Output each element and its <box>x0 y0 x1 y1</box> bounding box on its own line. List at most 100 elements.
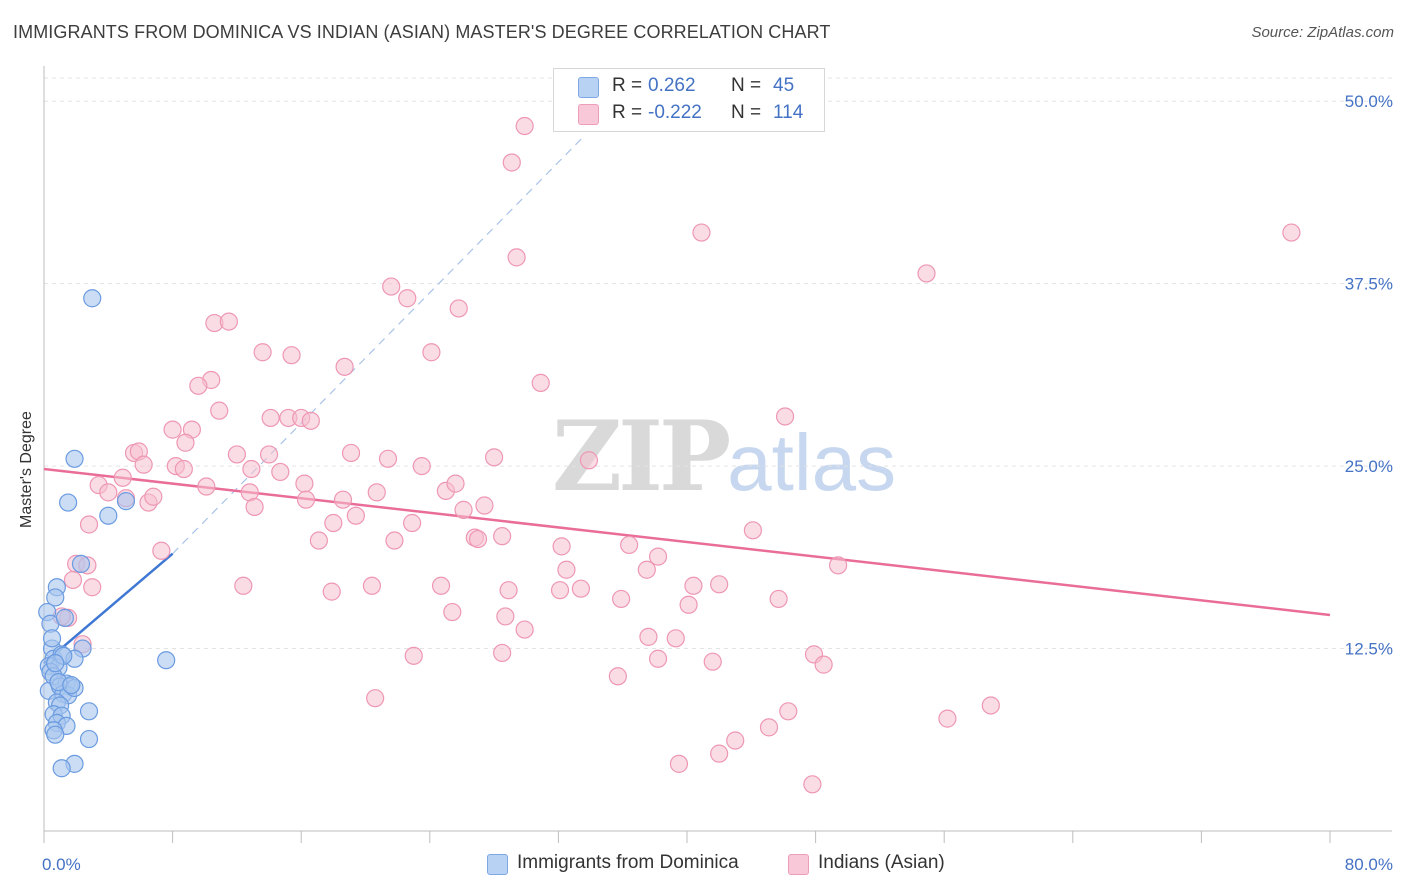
data-point-indians <box>710 575 729 594</box>
legend-swatch-pink <box>578 104 599 125</box>
data-point-indians <box>422 343 441 362</box>
legend-n-value: 45 <box>773 75 795 96</box>
data-point-indians <box>475 496 494 515</box>
data-point-indians <box>468 529 488 549</box>
data-point-dominica <box>62 675 81 695</box>
data-point-indians <box>639 627 658 646</box>
data-point-indians <box>301 411 320 430</box>
x-tick-label: 80.0% <box>1345 855 1393 874</box>
bottom-legend-label: Indians (Asian) <box>818 852 945 873</box>
data-point-indians <box>692 223 711 242</box>
data-point-indians <box>362 576 382 595</box>
trend-line-indians <box>43 467 1331 617</box>
data-point-indians <box>367 483 386 502</box>
data-point-indians <box>295 474 314 493</box>
series-immigrants-dominica <box>38 289 176 778</box>
bottom-legend-swatch-pink <box>788 854 809 875</box>
legend-n-label: N = <box>731 102 762 123</box>
bottom-legend-label: Immigrants from Dominica <box>517 852 739 873</box>
data-point-indians <box>309 531 328 550</box>
data-point-indians <box>385 531 404 550</box>
data-point-indians <box>499 581 518 600</box>
data-point-indians <box>219 312 238 331</box>
data-point-indians <box>557 560 576 579</box>
data-point-indians <box>515 620 534 639</box>
data-point-indians <box>282 346 301 365</box>
data-point-indians <box>775 407 795 426</box>
data-point-indians <box>271 462 290 482</box>
legend-r-label: R = <box>612 102 643 123</box>
data-point-indians <box>608 667 627 686</box>
data-point-dominica <box>46 725 65 744</box>
data-point-indians <box>502 153 521 172</box>
data-point-indians <box>443 602 462 622</box>
data-point-indians <box>398 289 417 308</box>
legend-n-value: 114 <box>773 102 804 123</box>
data-point-indians <box>637 560 656 579</box>
data-point-indians <box>79 515 99 534</box>
data-point-indians <box>346 506 365 525</box>
data-point-indians <box>507 248 526 267</box>
data-point-indians <box>515 116 534 136</box>
data-point-indians <box>446 474 465 493</box>
source-label: Source: ZipAtlas.com <box>1251 24 1394 41</box>
data-point-indians <box>485 448 504 467</box>
data-point-indians <box>814 655 833 674</box>
y-tick-label: 25.0% <box>1345 457 1393 476</box>
data-point-dominica <box>65 449 84 468</box>
data-point-indians <box>382 277 401 296</box>
data-point-indians <box>333 490 353 509</box>
watermark-atlas: atlas <box>727 418 897 507</box>
data-point-indians <box>726 731 745 750</box>
data-point-indians <box>981 696 1000 715</box>
data-point-indians <box>743 521 763 540</box>
data-point-indians <box>403 513 422 533</box>
y-tick-label: 37.5% <box>1345 275 1393 294</box>
data-point-indians <box>253 343 272 362</box>
data-point-indians <box>197 477 216 496</box>
data-point-indians <box>550 581 570 600</box>
data-point-indians <box>378 449 398 468</box>
x-tick-label: 0.0% <box>42 855 81 874</box>
tick-labels: 12.5% 25.0% 37.5% 50.0% 0.0% 80.0% <box>42 92 1393 874</box>
data-point-indians <box>779 702 798 721</box>
data-point-indians <box>759 718 779 737</box>
trend-line-dominica <box>43 552 174 665</box>
data-point-indians <box>296 490 316 509</box>
data-point-indians <box>152 541 171 560</box>
bottom-legend-swatch-blue <box>487 854 508 875</box>
axes <box>43 66 1392 843</box>
data-point-indians <box>335 357 354 376</box>
data-point-indians <box>703 652 722 671</box>
data-point-indians <box>648 649 668 668</box>
data-point-indians <box>176 433 195 452</box>
data-point-dominica <box>83 289 102 308</box>
data-point-indians <box>829 556 848 575</box>
data-point-dominica <box>59 493 78 512</box>
data-point-indians <box>341 443 361 463</box>
data-point-indians <box>174 459 193 479</box>
data-point-indians <box>449 299 468 318</box>
data-point-dominica <box>79 729 99 749</box>
data-point-indians <box>669 754 689 773</box>
data-point-indians <box>99 483 118 502</box>
grid-lines <box>44 77 1392 650</box>
data-point-indians <box>938 709 957 728</box>
series-indians-asian <box>52 116 1301 794</box>
data-point-indians <box>531 373 550 392</box>
data-point-dominica <box>116 492 136 511</box>
data-point-dominica <box>79 702 99 721</box>
data-point-indians <box>210 401 229 420</box>
legend-n-label: N = <box>731 75 762 96</box>
data-point-indians <box>324 513 343 533</box>
data-point-indians <box>63 570 83 590</box>
chart-title: IMMIGRANTS FROM DOMINICA VS INDIAN (ASIA… <box>13 22 831 42</box>
data-point-indians <box>189 376 208 395</box>
data-point-indians <box>684 576 703 595</box>
legend-r-value: -0.222 <box>648 102 702 123</box>
data-point-indians <box>454 500 473 519</box>
data-point-indians <box>322 582 341 601</box>
data-point-indians <box>1282 223 1301 242</box>
data-point-indians <box>496 607 515 626</box>
